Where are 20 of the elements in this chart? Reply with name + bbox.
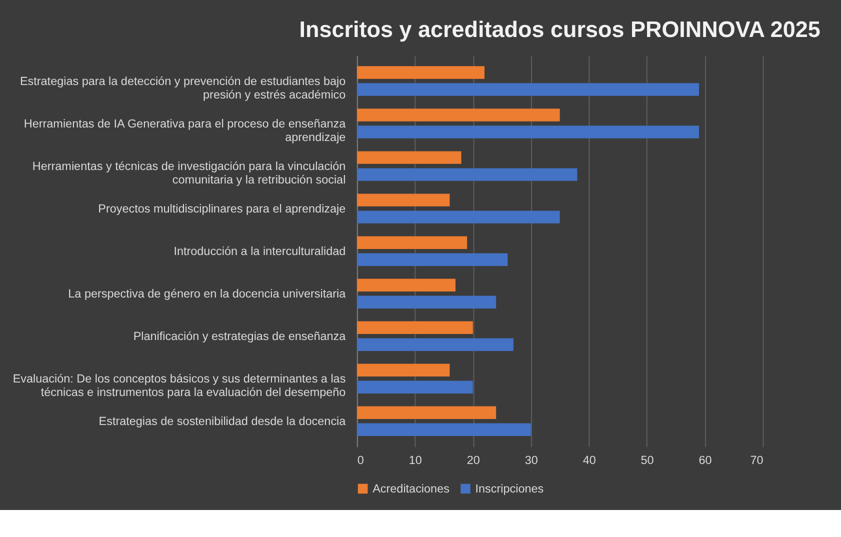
y-tick-label: Evaluación: De los conceptos básicos y sus determinantes a las técnicas e instrumentos para la evaluación del desempeño xyxy=(12,372,346,400)
legend-label: Acreditaciones xyxy=(372,482,450,496)
x-tick-label: 60 xyxy=(698,454,712,467)
y-tick-label: Proyectos multidisciplinares para el aprendizaje xyxy=(98,202,346,216)
x-tick-label: 50 xyxy=(640,454,654,467)
y-tick-label: Herramientas de IA Generativa para el proceso de enseñanza aprendizaje xyxy=(24,117,346,144)
y-tick-label: Herramientas y técnicas de investigación para la vinculación comunitaria y la retribución social xyxy=(32,160,346,187)
y-tick-label: La perspectiva de género en la docencia universitaria xyxy=(68,288,346,301)
legend-label: Inscripciones xyxy=(475,482,544,496)
x-tick-label: 20 xyxy=(466,454,480,467)
x-tick-label: 70 xyxy=(750,454,764,467)
x-tick-label: 10 xyxy=(408,454,422,467)
x-tick-label: 40 xyxy=(582,454,596,467)
y-tick-label: Estrategias para la detección y prevención de estudiantes bajo presión y estrés académico xyxy=(20,74,346,102)
y-tick-label: Estrategias de sostenibilidad desde la docencia xyxy=(98,415,346,428)
x-tick-label: 0 xyxy=(357,454,364,467)
y-tick-label: Introducción a la interculturalidad xyxy=(174,245,346,258)
y-tick-label: Planificación y estrategias de enseñanza xyxy=(133,330,346,344)
x-tick-label: 30 xyxy=(524,454,538,467)
chart-title: Inscritos y acreditados cursos PROINNOVA 2025 xyxy=(299,16,820,42)
